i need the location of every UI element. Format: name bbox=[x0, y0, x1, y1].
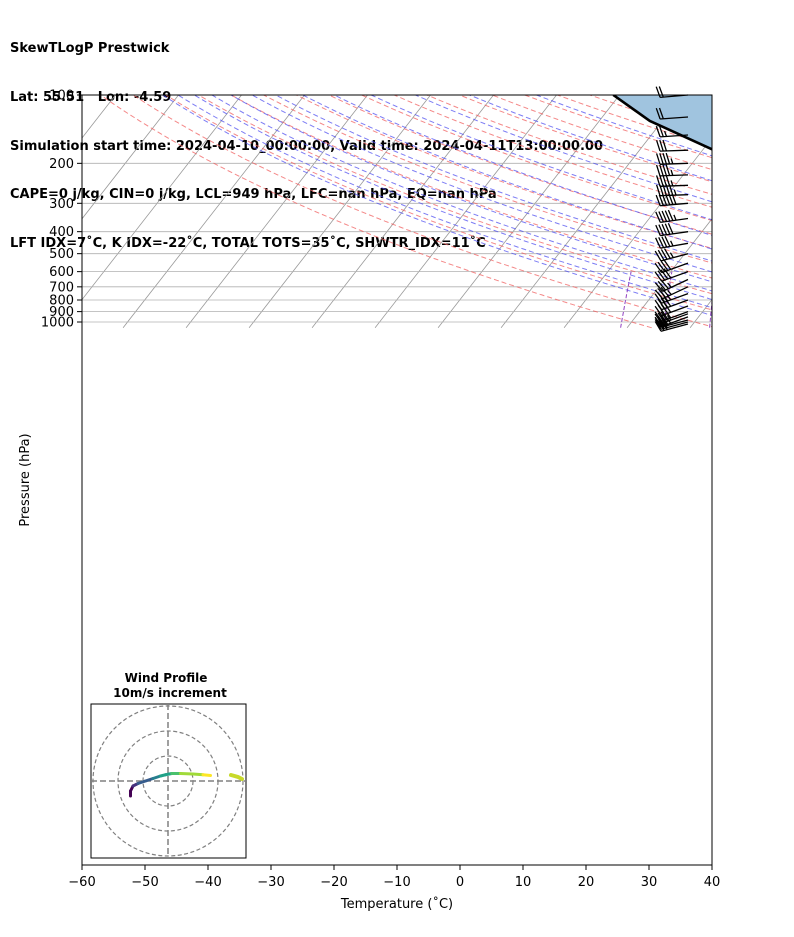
dry-adiabat-line bbox=[99, 95, 652, 329]
isotherm-line bbox=[500, 95, 684, 328]
cin-shading bbox=[613, 95, 712, 150]
isotherm-line bbox=[122, 95, 306, 328]
isotherm-line bbox=[374, 95, 558, 328]
wind-barb bbox=[654, 317, 689, 330]
profile-layer bbox=[612, 95, 794, 322]
moist-adiabat-line bbox=[210, 95, 712, 292]
dry-adiabat-line bbox=[327, 95, 712, 235]
hodograph-segment bbox=[191, 772, 205, 777]
wind-barb bbox=[655, 235, 689, 249]
moist-adiabat-line bbox=[177, 95, 712, 309]
y-tick-label: 800 bbox=[49, 294, 74, 309]
axes: −60 −50 −40 −30 −20 −10 0 10 20 30 40 1000900800700… bbox=[18, 89, 720, 913]
dry-adiabat-line bbox=[737, 90, 794, 328]
wind-barb bbox=[654, 311, 689, 325]
wind-barb bbox=[655, 174, 689, 187]
x-tick-label: 0 bbox=[456, 875, 464, 890]
dry-adiabat-line bbox=[704, 90, 794, 328]
x-tick-label: −20 bbox=[320, 875, 347, 890]
wind-barb bbox=[655, 184, 689, 197]
y-tick-label: 1000 bbox=[41, 316, 74, 331]
moist-adiabat-line bbox=[333, 95, 712, 236]
moist-adiabat-line bbox=[414, 95, 712, 203]
y-tick-label: 500 bbox=[49, 247, 74, 262]
x-tick-label: 30 bbox=[641, 875, 658, 890]
isotherm-line bbox=[437, 95, 621, 328]
hodograph-plot bbox=[91, 704, 246, 858]
dry-adiabat-line bbox=[262, 95, 712, 264]
wind-barb bbox=[654, 259, 689, 274]
y-tick-label: 100 bbox=[49, 89, 74, 104]
x-tick-label: 10 bbox=[515, 875, 532, 890]
hodograph-segment bbox=[179, 772, 195, 776]
wind-barb bbox=[654, 286, 689, 300]
isotherm-line bbox=[82, 95, 180, 220]
hodograph-title: Wind Profile bbox=[125, 671, 208, 685]
y-tick-label: 200 bbox=[49, 157, 74, 172]
isotherm-line bbox=[185, 95, 369, 328]
wind-barb bbox=[655, 139, 689, 152]
chart-title: SkewTLogP Prestwick bbox=[10, 41, 170, 57]
dry-adiabat-line bbox=[769, 90, 794, 328]
x-axis-label: Temperature (˚C) bbox=[340, 896, 453, 912]
x-tick-label: −60 bbox=[68, 875, 95, 890]
time-line: Simulation start time: 2024-04-10_00:00:… bbox=[10, 138, 603, 154]
wind-barb bbox=[655, 209, 689, 224]
dry-adiabat-line bbox=[425, 95, 712, 195]
wind-barb bbox=[655, 125, 689, 138]
isotherm-line bbox=[626, 218, 712, 328]
dry-adiabat-line bbox=[360, 95, 712, 222]
dry-adiabat-line bbox=[490, 95, 712, 171]
moist-adiabat-line bbox=[193, 95, 712, 301]
y-tick-label: 400 bbox=[49, 225, 74, 240]
y-tick-label: 600 bbox=[49, 265, 74, 280]
wind-barb bbox=[654, 320, 689, 332]
wind-barb bbox=[655, 107, 689, 120]
x-tick-label: −40 bbox=[194, 875, 221, 890]
wind-barb bbox=[654, 248, 689, 262]
moist-adiabat-line bbox=[161, 95, 712, 317]
hodograph-segment bbox=[201, 773, 212, 777]
wind-barb bbox=[654, 296, 689, 311]
isotherm-line bbox=[82, 95, 243, 301]
wind-barb bbox=[654, 278, 689, 292]
x-tick-label: 40 bbox=[704, 875, 721, 890]
wind-barb bbox=[655, 223, 689, 237]
background-lines bbox=[82, 90, 794, 329]
isotherm-line bbox=[563, 137, 712, 328]
moist-adiabat-line bbox=[274, 95, 712, 262]
dewpoint-line bbox=[749, 95, 794, 322]
x-tick-label: −10 bbox=[383, 875, 410, 890]
dry-adiabat-line bbox=[132, 95, 712, 328]
y-tick-label: 300 bbox=[49, 197, 74, 212]
dry-adiabat-line bbox=[197, 95, 712, 295]
x-tick-label: 20 bbox=[578, 875, 595, 890]
dry-adiabat-line bbox=[295, 95, 712, 249]
hodograph-surface-segment bbox=[229, 773, 244, 781]
x-tick-label: −30 bbox=[257, 875, 284, 890]
y-tick-label: 900 bbox=[49, 305, 74, 320]
wind-barb bbox=[655, 164, 689, 177]
index-line: LFT IDX=7˚C, K IDX=-22˚C, TOTAL TOTS=35˚… bbox=[10, 235, 486, 251]
hodograph-subtitle: 10m/s increment bbox=[113, 686, 227, 700]
mixing-ratio-line bbox=[620, 271, 632, 328]
isotherm-line bbox=[82, 95, 117, 139]
dry-adiabat-line bbox=[164, 95, 712, 311]
isotherm-line bbox=[248, 95, 432, 328]
y-axis-label: Pressure (hPa) bbox=[18, 433, 33, 526]
moist-adiabat-line bbox=[711, 90, 794, 328]
wind-barb bbox=[655, 152, 689, 165]
wind-barb bbox=[654, 268, 689, 282]
location-line: Lat: 55.51 Lon: -4.59 bbox=[10, 90, 172, 106]
isotherm-line bbox=[311, 95, 495, 328]
x-tick-label: −50 bbox=[131, 875, 158, 890]
dry-adiabat-line bbox=[523, 95, 712, 159]
moist-adiabat-line bbox=[301, 95, 712, 250]
moist-adiabat-line bbox=[370, 95, 712, 221]
isotherm-line bbox=[753, 90, 794, 328]
wind-barb bbox=[655, 193, 689, 207]
y-tick-label: 700 bbox=[49, 280, 74, 295]
